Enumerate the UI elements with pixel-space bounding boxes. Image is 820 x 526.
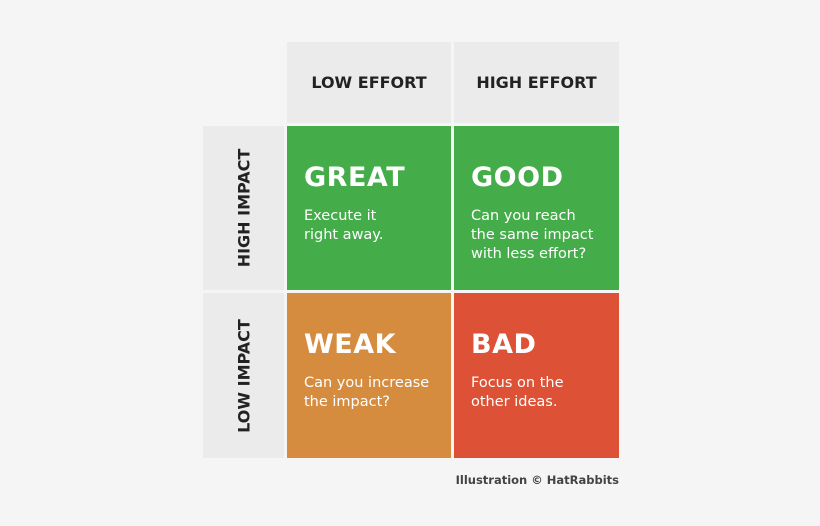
credit: Illustration © HatRabbits (455, 473, 619, 487)
text-line: Focus on the (471, 375, 564, 391)
column-header: LOW EFFORT (287, 42, 451, 123)
quadrant: GREAT Execute it right away. (287, 126, 451, 290)
text-line: with less effort? (471, 246, 587, 262)
quadrant-title: GOOD (471, 162, 564, 193)
text-line: the impact? (304, 394, 391, 410)
quadrant: WEAK Can you increase the impact? (287, 293, 451, 458)
quadrant-text: Focus on the other ideas. (471, 374, 619, 412)
quadrant-title: BAD (471, 329, 537, 360)
quadrant-text: Can you increase the impact? (304, 374, 451, 412)
text-line: Can you reach (471, 208, 576, 224)
quadrant-text: Execute it right away. (304, 207, 451, 245)
quadrant-title: WEAK (304, 329, 397, 360)
row-header: LOW IMPACT (203, 293, 284, 458)
text-line: the same impact (471, 227, 594, 243)
quadrant: GOOD Can you reach the same impact with le… (454, 126, 619, 290)
row-header: HIGH IMPACT (203, 126, 284, 290)
column-header: HIGH EFFORT (454, 42, 619, 123)
quadrant-text: Can you reach the same impact with less ef… (471, 207, 619, 264)
text-line: Can you increase (304, 375, 430, 391)
quadrant-title: GREAT (304, 162, 406, 193)
row-label: LOW IMPACT (234, 318, 253, 433)
text-line: other ideas. (471, 394, 558, 410)
text-line: right away. (304, 227, 384, 243)
row-label: HIGH IMPACT (234, 148, 253, 268)
quadrant: BAD Focus on the other ideas. (454, 293, 619, 458)
text-line: Execute it (304, 208, 377, 224)
